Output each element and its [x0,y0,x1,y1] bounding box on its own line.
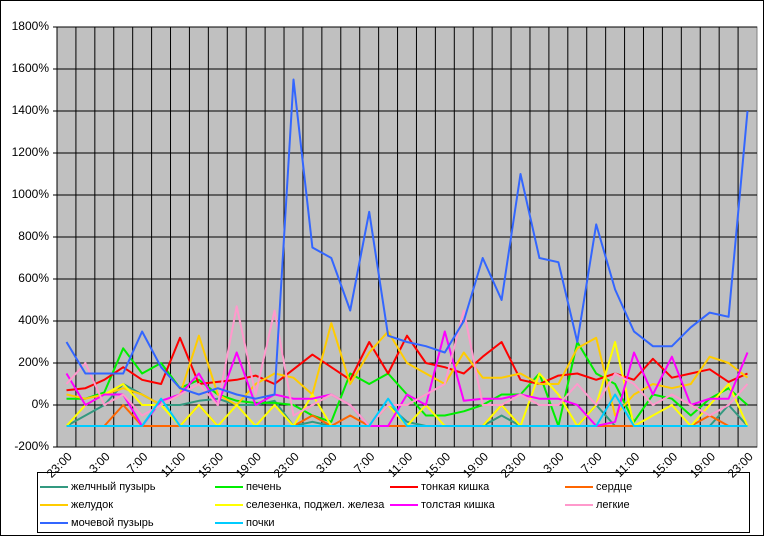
legend-items: желчный пузырь печень тонкая кишка сердце же… [40,481,632,529]
y-tick-label: 1600% [12,61,50,75]
series-line [66,334,748,392]
series-line [65,305,749,427]
legend-label: почки [246,517,275,529]
y-tick-label: 800% [18,229,49,243]
legend [37,472,750,533]
y-tick-label: 1200% [12,145,50,159]
y-tick-label: 1000% [12,187,50,201]
legend-label: желчный пузырь [71,481,156,493]
legend-label: желудок [71,499,113,511]
y-tick-label: 0% [32,397,50,411]
lines [65,78,749,427]
legend-label: сердце [596,481,632,493]
legend-label: толстая кишка [421,499,496,511]
y-tick-label: 200% [18,355,49,369]
y-tick-label: 400% [18,313,49,327]
y-tick-label: -200% [14,439,49,453]
legend-label: легкие [596,499,630,511]
legend-label: тонкая кишка [421,481,490,493]
legend-label: мочевой пузырь [71,517,154,529]
legend-label: печень [246,481,282,493]
y-tick-label: 600% [18,271,49,285]
legend-label: селезенка, поджел. железа [246,499,385,511]
series-line [65,78,749,400]
y-tick-label: 1400% [12,103,50,117]
series-line [66,393,748,427]
y-tick-label: 1800% [12,19,50,33]
